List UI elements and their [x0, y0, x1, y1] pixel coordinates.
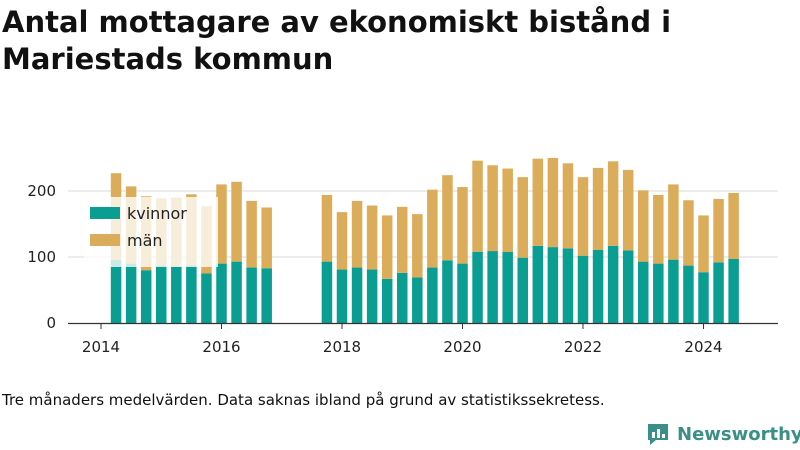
bar-segment-kvinnor: [397, 272, 408, 323]
bar-segment-man: [502, 168, 513, 252]
bar-segment-man: [547, 158, 559, 248]
bar-segment-kvinnor: [216, 263, 227, 323]
bar-segment-kvinnor: [201, 273, 212, 323]
bar-segment-kvinnor: [562, 248, 574, 323]
legend: kvinnor män: [84, 197, 218, 267]
chart-caption: Tre månaders medelvärden. Data saknas ib…: [2, 391, 605, 409]
bar-segment-man: [653, 194, 664, 264]
bar-segment-kvinnor: [381, 278, 393, 323]
bar-segment-kvinnor: [713, 262, 724, 323]
brand-logo[interactable]: Newsworthy: [645, 421, 800, 447]
bar-segment-man: [472, 160, 483, 252]
y-tick-label: 0: [46, 314, 56, 332]
bar-segment-man: [457, 187, 468, 264]
bar-segment-man: [487, 165, 498, 252]
bar-segment-man: [683, 200, 694, 266]
bar-segment-man: [246, 200, 257, 268]
bar-segment-man: [351, 200, 363, 268]
bar-segment-man: [261, 207, 272, 269]
bar-segment-kvinnor: [638, 261, 649, 323]
bar-segment-kvinnor: [502, 251, 513, 323]
legend-label: män: [127, 231, 163, 250]
bar-segment-kvinnor: [336, 269, 348, 323]
bar-segment-man: [713, 198, 724, 263]
bar-segment-kvinnor: [728, 258, 739, 323]
bar-segment-kvinnor: [668, 259, 679, 323]
bar-segment-man: [336, 212, 348, 270]
bar-segment-man: [442, 175, 453, 261]
bar-segment-kvinnor: [140, 270, 152, 323]
x-tick-label: 2020: [443, 338, 481, 356]
bar-chart-logo-icon: [648, 424, 668, 445]
bar-segment-kvinnor: [532, 245, 544, 323]
bar-segment-kvinnor: [457, 263, 468, 323]
bar-segment-kvinnor: [607, 245, 619, 323]
bar-segment-man: [216, 184, 227, 264]
y-tick-label: 200: [27, 182, 56, 200]
chart-title: Antal mottagare av ekonomiskt bistånd i …: [2, 5, 672, 76]
bar-segment-man: [607, 161, 619, 246]
x-tick-label: 2016: [202, 338, 240, 356]
bar-segment-man: [622, 169, 634, 251]
bar-segment-kvinnor: [577, 255, 589, 323]
bar-segment-kvinnor: [412, 277, 423, 323]
bar-segment-kvinnor: [683, 265, 694, 323]
bar-segment-kvinnor: [321, 261, 333, 323]
bar-segment-man: [397, 206, 408, 273]
bar-segment-kvinnor: [547, 247, 559, 323]
bar-segment-man: [517, 177, 528, 258]
bar-segment-kvinnor: [517, 257, 528, 323]
bar-segment-man: [668, 184, 679, 260]
axes: 0 100 200 2014 2016 2018 2020 2022 2024: [27, 182, 778, 356]
bar-segment-man: [592, 167, 604, 250]
bar-segment-man: [231, 181, 242, 262]
legend-label: kvinnor: [127, 204, 187, 223]
x-tick-label: 2018: [323, 338, 361, 356]
bar-segment-kvinnor: [592, 249, 604, 323]
bar-segment-kvinnor: [472, 251, 483, 323]
bar-segment-kvinnor: [653, 263, 664, 323]
bar-segment-man: [728, 192, 739, 259]
legend-swatch: [90, 207, 120, 219]
bar-segment-man: [427, 189, 438, 268]
bar-segment-man: [562, 163, 574, 249]
bar-segment-man: [412, 214, 423, 278]
bar-segment-man: [638, 190, 649, 262]
bar-segment-kvinnor: [246, 267, 257, 323]
bar-segment-kvinnor: [261, 268, 272, 323]
bar-segment-man: [577, 177, 589, 256]
bar-segment-kvinnor: [351, 267, 363, 323]
bar-segment-kvinnor: [487, 251, 498, 323]
bar-segment-man: [698, 215, 709, 273]
bar-segment-kvinnor: [231, 261, 242, 323]
bar-segment-man: [321, 194, 333, 262]
brand-name: Newsworthy: [677, 423, 800, 445]
bar-segment-man: [366, 205, 378, 270]
bar-segment-kvinnor: [156, 265, 167, 323]
bar-segment-kvinnor: [171, 266, 182, 323]
bar-segment-kvinnor: [366, 269, 378, 323]
y-tick-label: 100: [27, 248, 56, 266]
legend-swatch: [90, 234, 120, 246]
bar-segment-man: [532, 158, 544, 246]
x-tick-label: 2022: [564, 338, 602, 356]
bar-segment-kvinnor: [427, 267, 438, 323]
bar-segment-kvinnor: [698, 272, 709, 323]
bar-segment-kvinnor: [186, 265, 197, 323]
bar-segment-kvinnor: [125, 263, 137, 323]
bar-segment-kvinnor: [442, 260, 453, 323]
bar-segment-kvinnor: [622, 250, 634, 323]
x-tick-label: 2014: [82, 338, 120, 356]
bar-segment-man: [381, 215, 393, 279]
bar-segment-kvinnor: [110, 259, 122, 323]
x-tick-label: 2024: [684, 338, 722, 356]
